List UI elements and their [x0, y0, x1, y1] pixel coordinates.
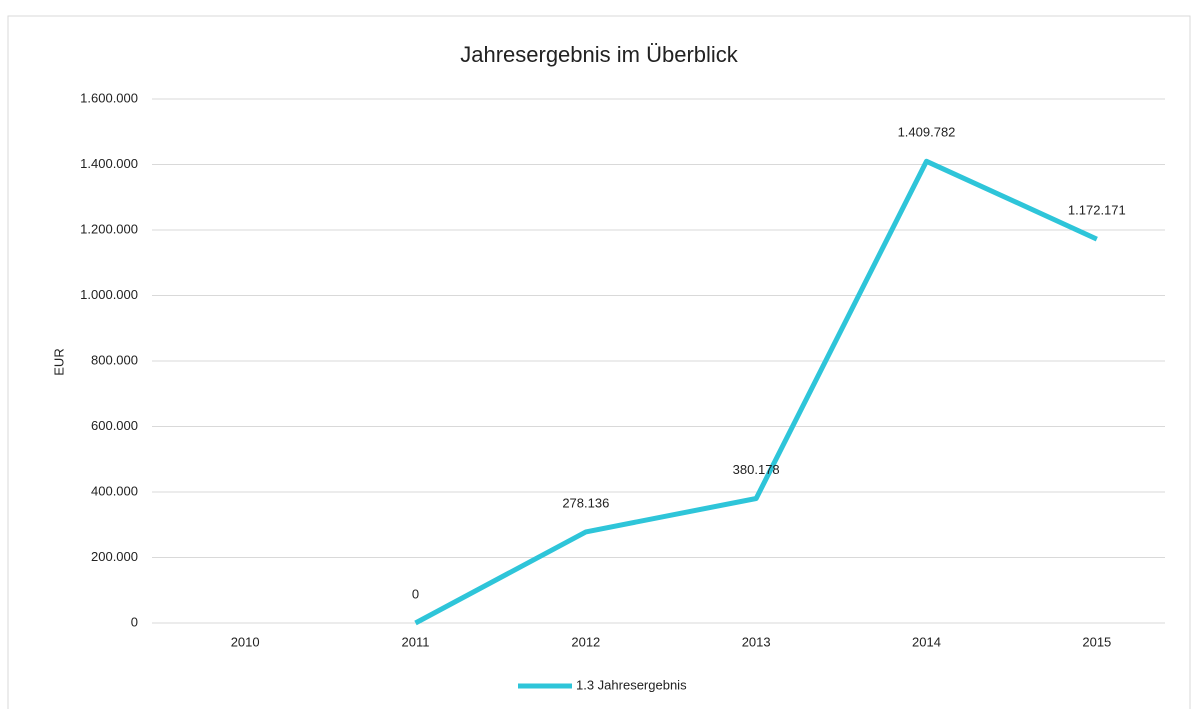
y-tick-label: 600.000	[91, 418, 138, 433]
y-tick-label: 400.000	[91, 483, 138, 498]
y-tick-label: 1.600.000	[80, 90, 138, 105]
y-tick-label: 1.200.000	[80, 221, 138, 236]
data-line	[414, 158, 1098, 626]
x-tick-label: 2010	[231, 634, 260, 649]
x-tick-label: 2013	[742, 634, 771, 649]
chart-title: Jahresergebnis im Überblick	[460, 42, 739, 67]
data-label: 380.178	[733, 462, 780, 477]
y-axis-label: EUR	[51, 348, 66, 375]
data-label: 278.136	[562, 495, 609, 510]
legend-label: 1.3 Jahresergebnis	[576, 677, 687, 692]
y-tick-label: 200.000	[91, 549, 138, 564]
data-label: 1.409.782	[898, 125, 956, 140]
y-tick-label: 1.000.000	[80, 287, 138, 302]
y-tick-label: 1.400.000	[80, 156, 138, 171]
x-tick-label: 2012	[571, 634, 600, 649]
x-tick-label: 2014	[912, 634, 941, 649]
data-label: 0	[412, 586, 419, 601]
chart-frame	[7, 15, 1191, 709]
y-tick-label: 0	[131, 614, 138, 629]
y-tick-label: 800.000	[91, 352, 138, 367]
x-tick-label: 2015	[1082, 634, 1111, 649]
data-label: 1.172.171	[1068, 203, 1126, 218]
x-tick-label: 2011	[402, 634, 430, 649]
